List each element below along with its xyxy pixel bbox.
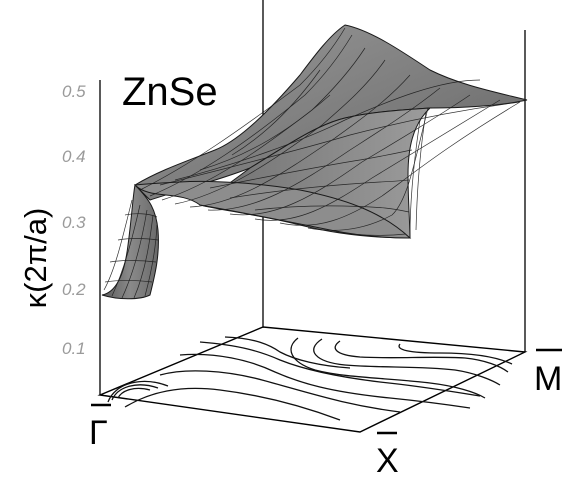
surface-grid-lines [103,27,521,299]
contour-line [313,338,501,386]
contour-line [111,384,159,401]
z-tick-label: 0.2 [62,280,86,299]
contour-line [199,341,481,397]
z-tick-label: 0.4 [62,147,86,166]
contour-line [117,387,151,399]
contour-line [124,387,341,421]
surface-mesh [101,24,528,300]
floor-plane [97,326,528,433]
contour-line [107,380,169,403]
corner-label-m: M [534,348,562,398]
corner-label-gamma: Γ [89,403,111,452]
z-axis-ticks: 0.1 0.2 0.3 0.4 0.5 [62,82,86,358]
contour-line [224,336,351,369]
contour-line [179,353,471,409]
contour-line [290,337,486,399]
surface-left-cliff [101,183,159,300]
z-axis-label: κ(2π/a) [18,208,53,309]
contour-line [334,340,509,373]
floor-contours [107,336,513,421]
contour-line [159,370,401,413]
m-label: M [534,360,562,398]
z-tick-label: 0.5 [62,82,86,101]
corner-label-x: X [376,431,399,480]
gamma-label: Γ [89,414,108,452]
z-tick-label: 0.3 [62,213,86,232]
z-tick-label: 0.1 [62,339,86,358]
contour-line [398,343,513,365]
x-label: X [376,442,399,480]
material-annotation: ZnSe [122,70,218,114]
